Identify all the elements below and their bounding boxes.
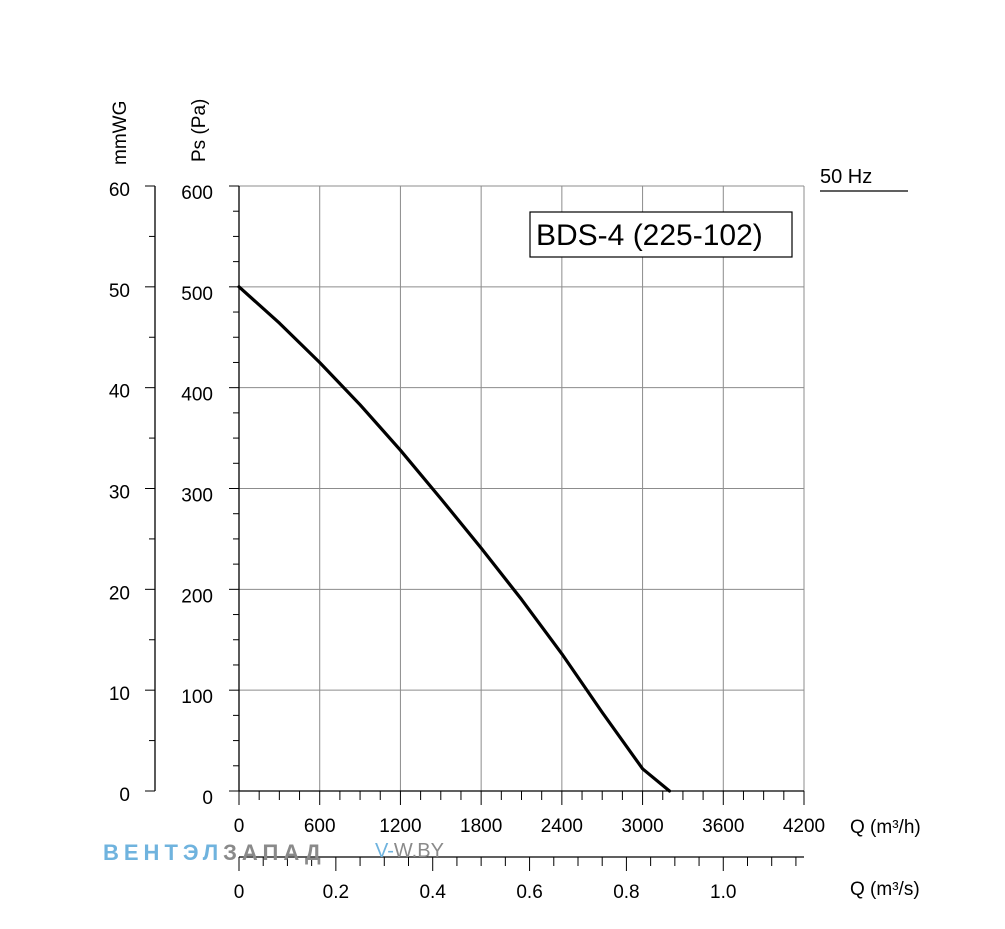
x-tick-label: 2400	[541, 816, 583, 837]
model-label: BDS-4 (225-102)	[536, 219, 763, 252]
x-axis-title: Q (m³/h)	[850, 817, 921, 838]
y-tick-label: 500	[181, 284, 213, 305]
x2-tick-label: 0.2	[323, 882, 349, 903]
y2-tick-label: 0	[119, 785, 130, 806]
x2-axis-title: Q (m³/s)	[850, 879, 920, 900]
y-tick-label: 400	[181, 385, 213, 406]
y2-tick-label: 30	[109, 483, 130, 504]
y2-tick-label: 40	[109, 382, 130, 403]
y2-tick-label: 50	[109, 281, 130, 302]
watermark-domain: V-W.BY	[375, 840, 444, 862]
x2-tick-label: 0.8	[613, 882, 639, 903]
watermark-brand: ВЕНТЭЛЗАПАД	[103, 840, 326, 865]
x2-tick-label: 0	[234, 882, 245, 903]
x-tick-label: 4200	[783, 816, 825, 837]
watermark-brand-part2: ЗАПАД	[223, 840, 326, 865]
watermark-domain-part2: W.BY	[394, 840, 444, 862]
x-tick-label: 3000	[621, 816, 663, 837]
y-axis-title: Ps (Pa)	[189, 99, 210, 162]
y-tick-label: 600	[181, 183, 213, 204]
y-tick-label: 200	[181, 586, 213, 607]
frequency-label: 50 Hz	[820, 166, 872, 188]
x-tick-label: 1800	[460, 816, 502, 837]
y2-axis-title: mmWG	[110, 101, 131, 165]
x2-tick-label: 0.6	[516, 882, 542, 903]
grid-lines	[239, 185, 805, 791]
x2-tick-label: 1.0	[710, 882, 736, 903]
y2-tick-label: 20	[109, 583, 130, 604]
y-tick-label: 300	[181, 486, 213, 507]
y2-tick-label: 60	[109, 180, 130, 201]
watermark-domain-part1: V-	[375, 840, 394, 862]
performance-curve	[237, 285, 672, 793]
curve-layer	[237, 285, 672, 793]
x2-tick-label: 0.4	[419, 882, 446, 903]
x-tick-label: 600	[304, 816, 336, 837]
y-tick-label: 0	[202, 788, 213, 809]
watermark-brand-part1: ВЕНТЭЛ	[103, 840, 223, 865]
x-tick-label: 0	[234, 816, 245, 837]
y-tick-label: 100	[181, 687, 213, 708]
model-label-box	[529, 211, 793, 258]
x-tick-label: 3600	[702, 816, 744, 837]
axes	[145, 185, 805, 871]
y2-tick-label: 10	[109, 684, 130, 705]
x-tick-label: 1200	[379, 816, 421, 837]
